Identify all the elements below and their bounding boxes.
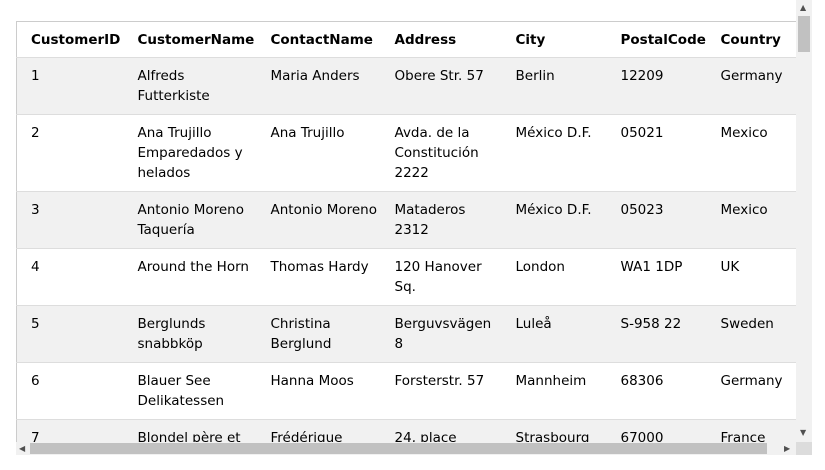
column-header-contactname: ContactName — [263, 21, 388, 58]
cell-country: France — [713, 419, 796, 442]
table-row: 6 Blauer See Delikatessen Hanna Moos Forste… — [16, 362, 796, 420]
cell-customername: Antonio Moreno Taquería — [130, 191, 264, 249]
scroll-down-icon[interactable]: ▼ — [800, 428, 807, 437]
customers-table: CustomerID CustomerName ContactName Address… — [16, 21, 796, 442]
cell-postalcode: 12209 — [613, 57, 714, 115]
cell-city: México D.F. — [508, 114, 614, 192]
cell-customerid: 4 — [16, 248, 131, 306]
cell-postalcode: S-958 22 — [613, 305, 714, 363]
cell-country: UK — [713, 248, 796, 306]
cell-address: 24, place Kléber — [387, 419, 509, 442]
cell-customername: Blauer See Delikatessen — [130, 362, 264, 420]
column-header-customerid: CustomerID — [16, 21, 131, 58]
cell-contactname: Maria Anders — [263, 57, 388, 115]
cell-customerid: 5 — [16, 305, 131, 363]
cell-city: Strasbourg — [508, 419, 614, 442]
table-row: 5 Berglunds snabbköp Christina Berglund Ber… — [16, 305, 796, 363]
column-header-city: City — [508, 21, 614, 58]
cell-customerid: 3 — [16, 191, 131, 249]
cell-country: Mexico — [713, 191, 796, 249]
cell-country: Mexico — [713, 114, 796, 192]
scrollbar-corner — [796, 442, 812, 455]
vertical-scrollbar[interactable]: ▲ ▼ — [796, 0, 812, 442]
cell-city: Mannheim — [508, 362, 614, 420]
table-row: 2 Ana Trujillo Emparedados y helados Ana T… — [16, 114, 796, 192]
cell-address: Mataderos 2312 — [387, 191, 509, 249]
table-row: 4 Around the Horn Thomas Hardy 120 Hanover … — [16, 248, 796, 306]
cell-address: Avda. de la Constitución 2222 — [387, 114, 509, 192]
table-row: 3 Antonio Moreno Taquería Antonio Moreno Ma… — [16, 191, 796, 249]
column-header-postalcode: PostalCode — [613, 21, 714, 58]
cell-city: México D.F. — [508, 191, 614, 249]
header-row: CustomerID CustomerName ContactName Address… — [16, 21, 796, 58]
horizontal-scrollbar[interactable]: ◀ ▶ — [16, 442, 796, 455]
vertical-scroll-thumb[interactable] — [798, 16, 810, 52]
cell-postalcode: 67000 — [613, 419, 714, 442]
cell-customername: Around the Horn — [130, 248, 264, 306]
table-row: 1 Alfreds Futterkiste Maria Anders Obere St… — [16, 57, 796, 115]
cell-city: London — [508, 248, 614, 306]
cell-contactname: Christina Berglund — [263, 305, 388, 363]
cell-customername: Berglunds snabbköp — [130, 305, 264, 363]
cell-country: Sweden — [713, 305, 796, 363]
cell-postalcode: 05021 — [613, 114, 714, 192]
cell-country: Germany — [713, 362, 796, 420]
scroll-left-icon[interactable]: ◀ — [19, 444, 26, 453]
cell-customername: Ana Trujillo Emparedados y helados — [130, 114, 264, 192]
cell-address: Forsterstr. 57 — [387, 362, 509, 420]
cell-postalcode: 68306 — [613, 362, 714, 420]
cell-city: Luleå — [508, 305, 614, 363]
column-header-customername: CustomerName — [130, 21, 264, 58]
cell-address: Berguvsvägen 8 — [387, 305, 509, 363]
cell-contactname: Ana Trujillo — [263, 114, 388, 192]
scroll-right-icon[interactable]: ▶ — [784, 444, 791, 453]
cell-contactname: Frédérique Citeaux — [263, 419, 388, 442]
cell-city: Berlin — [508, 57, 614, 115]
cell-contactname: Antonio Moreno — [263, 191, 388, 249]
cell-customerid: 2 — [16, 114, 131, 192]
cell-contactname: Hanna Moos — [263, 362, 388, 420]
column-header-country: Country — [713, 21, 796, 58]
table-viewport: CustomerID CustomerName ContactName Address… — [16, 21, 796, 442]
cell-customername: Blondel père et fils — [130, 419, 264, 442]
cell-postalcode: WA1 1DP — [613, 248, 714, 306]
cell-contactname: Thomas Hardy — [263, 248, 388, 306]
cell-postalcode: 05023 — [613, 191, 714, 249]
cell-country: Germany — [713, 57, 796, 115]
cell-customerid: 6 — [16, 362, 131, 420]
cell-customerid: 1 — [16, 57, 131, 115]
column-header-address: Address — [387, 21, 509, 58]
cell-customerid: 7 — [16, 419, 131, 442]
horizontal-scroll-thumb[interactable] — [30, 443, 767, 454]
cell-customername: Alfreds Futterkiste — [130, 57, 264, 115]
cell-address: Obere Str. 57 — [387, 57, 509, 115]
cell-address: 120 Hanover Sq. — [387, 248, 509, 306]
scroll-up-icon[interactable]: ▲ — [800, 3, 807, 12]
